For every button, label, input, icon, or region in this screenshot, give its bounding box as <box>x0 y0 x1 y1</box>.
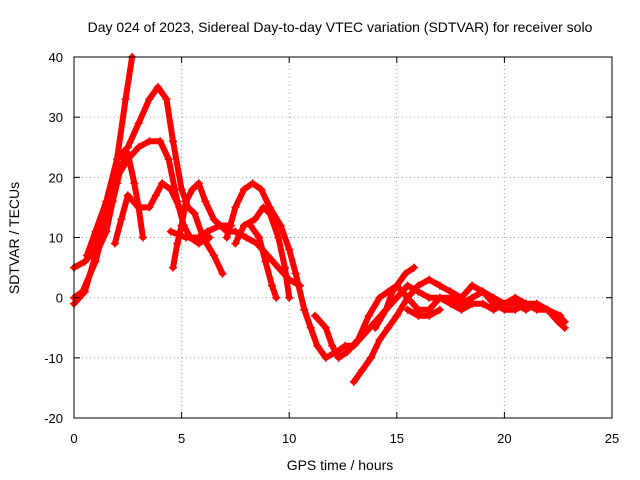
series-line <box>232 204 293 301</box>
series-line <box>404 306 443 319</box>
series-arc-5 <box>110 179 184 248</box>
series-arc-11 <box>311 281 569 362</box>
x-axis-ticks: 0 5 10 15 20 25 <box>70 57 619 446</box>
series-arc-10 <box>246 221 281 302</box>
x-tick-label: 5 <box>178 431 185 446</box>
series-line <box>111 180 183 247</box>
series-line <box>83 84 226 277</box>
series-plus-markers <box>82 83 227 278</box>
series-line <box>312 282 568 361</box>
series-plus-markers <box>246 221 281 302</box>
y-tick-label: 40 <box>49 50 63 65</box>
grid-lines <box>74 57 612 418</box>
y-tick-label: -10 <box>44 351 63 366</box>
series-plus-markers <box>110 179 184 248</box>
x-tick-label: 0 <box>70 431 77 446</box>
chart-title: Day 024 of 2023, Sidereal Day-to-day VTE… <box>88 19 593 35</box>
y-tick-label: 30 <box>49 110 63 125</box>
y-tick-label: 10 <box>49 231 63 246</box>
y-tick-label: 20 <box>49 170 63 185</box>
y-axis-ticks: -20 -10 0 10 20 30 40 <box>44 50 612 426</box>
x-tick-label: 25 <box>605 431 619 446</box>
y-axis-label: SDTVAR / TECUs <box>6 182 22 294</box>
series-plus-markers <box>231 203 294 302</box>
x-tick-label: 15 <box>390 431 404 446</box>
y-tick-label: 0 <box>56 291 63 306</box>
series-arc-14 <box>403 305 444 320</box>
series-arc-9 <box>231 203 294 302</box>
series-arc-2 <box>82 83 227 278</box>
data-series <box>70 53 569 386</box>
series-plus-markers <box>403 305 444 320</box>
series-plus-markers <box>222 179 418 362</box>
y-tick-label: -20 <box>44 411 63 426</box>
x-tick-label: 20 <box>497 431 511 446</box>
series-arc-13 <box>371 281 565 332</box>
x-axis-label: GPS time / hours <box>287 457 394 473</box>
x-tick-label: 10 <box>282 431 296 446</box>
series-arc-4 <box>70 149 147 308</box>
series-arc-8 <box>222 179 418 362</box>
series-plus-markers <box>371 281 565 332</box>
